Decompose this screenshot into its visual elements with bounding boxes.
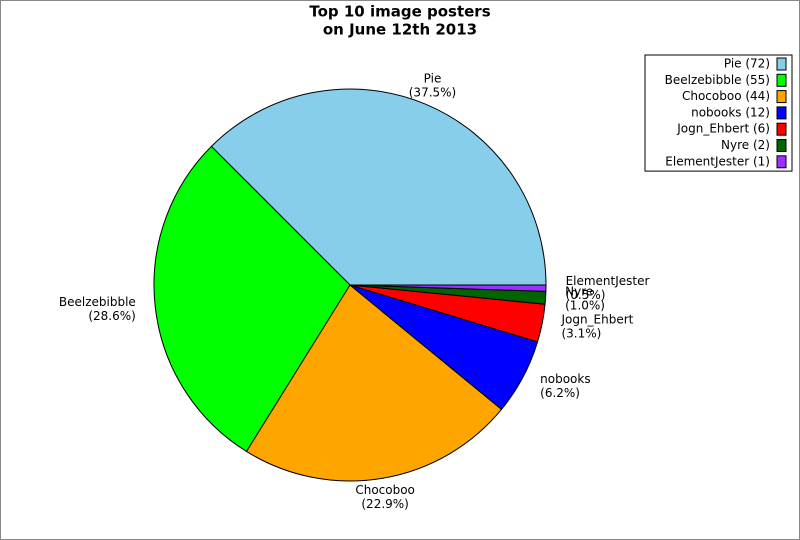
- chart-title: on June 12th 2013: [323, 21, 477, 39]
- legend-swatch: [776, 122, 787, 136]
- legend-swatch: [776, 90, 787, 104]
- legend-label: Pie (72): [724, 57, 770, 71]
- slice-percent: (28.6%): [88, 309, 135, 323]
- slice-label: nobooks: [540, 372, 590, 386]
- slice-label: ElementJester: [566, 274, 650, 288]
- legend-label: Jogn_Ehbert (6): [676, 122, 770, 136]
- legend-label: Beelzebibble (55): [665, 73, 770, 87]
- slice-label: Pie: [424, 71, 442, 85]
- pie-slice: [245, 284, 503, 482]
- slice-percent: (37.5%): [409, 85, 456, 99]
- chart-title: Top 10 image posters: [309, 3, 490, 21]
- legend-swatch: [776, 155, 787, 169]
- slice-percent: (3.1%): [561, 327, 601, 341]
- pie-slice: [349, 284, 547, 292]
- slice-label: Chocoboo: [355, 483, 415, 497]
- legend-swatch: [776, 57, 787, 71]
- legend-swatch: [776, 73, 787, 87]
- legend-label: Chocoboo (44): [682, 89, 770, 103]
- slice-percent: (6.2%): [540, 386, 580, 400]
- slice-label: Jogn_Ehbert: [560, 313, 633, 327]
- slice-percent: (22.9%): [361, 497, 408, 511]
- pie-slice: [210, 88, 547, 286]
- pie-slice: [153, 145, 351, 453]
- slice-label: Nyre: [565, 285, 593, 299]
- legend-box: [644, 54, 793, 172]
- legend-label: nobooks (12): [691, 105, 770, 119]
- legend-swatch: [776, 139, 787, 152]
- slice-label: Beelzebibble: [59, 295, 136, 309]
- slice-percent: (0.5%): [566, 288, 606, 302]
- legend-label: ElementJester (1): [665, 154, 770, 168]
- legend-label: Nyre (2): [721, 138, 770, 152]
- legend-swatch: [776, 106, 787, 120]
- slice-percent: (1.0%): [565, 299, 605, 313]
